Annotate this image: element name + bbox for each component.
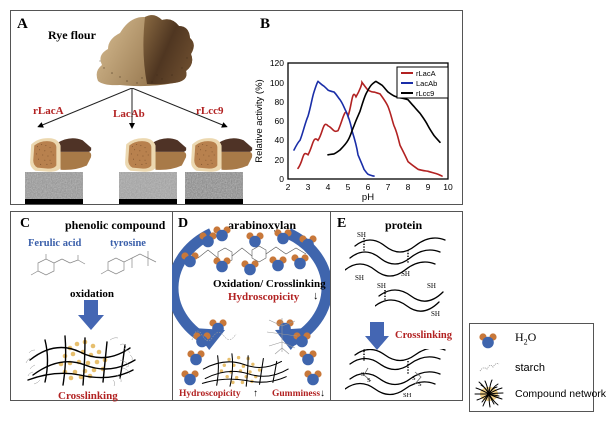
svg-text:SH: SH [431,310,440,316]
svg-text:LacAb: LacAb [416,79,437,88]
svg-text:SH: SH [355,274,364,280]
svg-text:0: 0 [279,174,284,184]
svg-text:4: 4 [326,182,331,192]
svg-text:SH: SH [377,282,386,290]
svg-text:S: S [367,377,371,384]
svg-text:5: 5 [346,182,351,192]
svg-text:SH: SH [357,232,366,239]
svg-text:3: 3 [306,182,311,192]
svg-text:S: S [412,375,416,382]
svg-text:SH: SH [427,282,436,290]
svg-text:rLacA: rLacA [416,69,436,78]
svg-text:20: 20 [275,155,285,165]
svg-text:9: 9 [426,182,431,192]
svg-text:S: S [361,371,365,378]
svg-text:60: 60 [275,116,285,126]
svg-text:pH: pH [362,192,374,203]
svg-text:S: S [418,381,422,388]
svg-text:80: 80 [275,97,285,107]
svg-text:120: 120 [270,58,284,68]
svg-text:2: 2 [286,182,291,192]
svg-text:7: 7 [386,182,391,192]
svg-text:10: 10 [443,182,453,192]
svg-text:SH: SH [403,392,412,399]
svg-text:SH: SH [401,270,410,278]
svg-text:rLcc9: rLcc9 [416,89,434,98]
svg-text:Relative activity (%): Relative activity (%) [254,79,265,162]
svg-text:8: 8 [406,182,411,192]
svg-text:6: 6 [366,182,371,192]
svg-text:40: 40 [275,135,285,145]
svg-text:100: 100 [270,78,284,88]
